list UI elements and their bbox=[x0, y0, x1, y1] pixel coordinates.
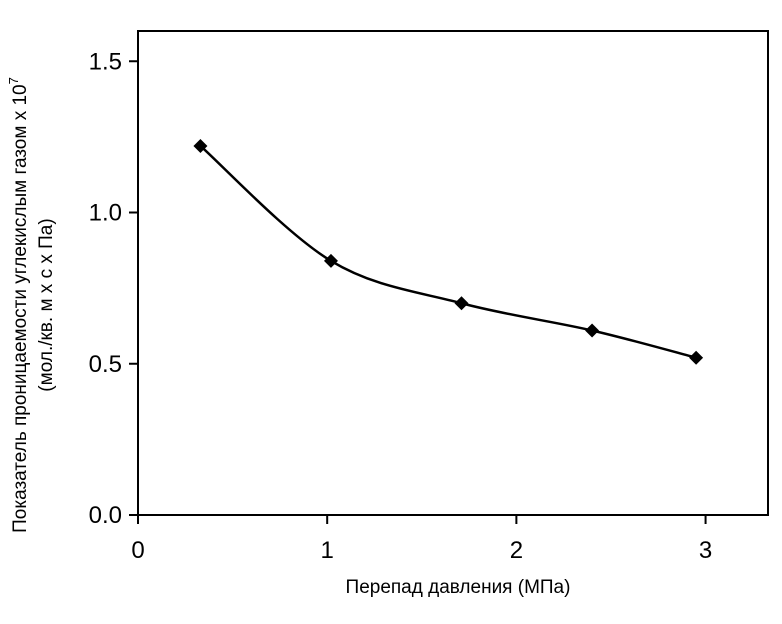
svg-text:Показатель проницаемости углек: Показатель проницаемости углекислым газо… bbox=[6, 77, 31, 533]
y-tick-label: 0.5 bbox=[89, 351, 122, 378]
series-layer bbox=[193, 139, 703, 365]
y-axis-title-line2: (мол./кв. м x с x Па) bbox=[36, 218, 57, 391]
x-tick-label: 3 bbox=[699, 537, 712, 564]
plot-frame bbox=[138, 31, 768, 515]
y-tick-label: 1.5 bbox=[89, 48, 122, 75]
y-axis-ticks: 0.0 0.5 1.0 1.5 bbox=[89, 48, 138, 529]
y-tick-label: 0.0 bbox=[89, 502, 122, 529]
series-line bbox=[200, 146, 696, 358]
data-point-diamond bbox=[585, 323, 599, 337]
y-tick-label: 1.0 bbox=[89, 200, 122, 227]
x-axis-title: Перепад давления (МПа) bbox=[346, 577, 571, 598]
y-axis-title-line1: Показатель проницаемости углекислым газо… bbox=[10, 84, 31, 533]
y-axis-title: Показатель проницаемости углекислым газо… bbox=[6, 77, 57, 533]
x-tick-label: 0 bbox=[131, 537, 144, 564]
x-axis-ticks: 0 1 2 3 bbox=[131, 515, 712, 564]
x-tick-label: 1 bbox=[321, 537, 334, 564]
data-point-diamond bbox=[455, 296, 469, 310]
data-point-diamond bbox=[689, 351, 703, 365]
x-tick-label: 2 bbox=[510, 537, 523, 564]
data-point-diamond bbox=[324, 254, 338, 268]
y-axis-title-exponent: 7 bbox=[6, 77, 21, 84]
